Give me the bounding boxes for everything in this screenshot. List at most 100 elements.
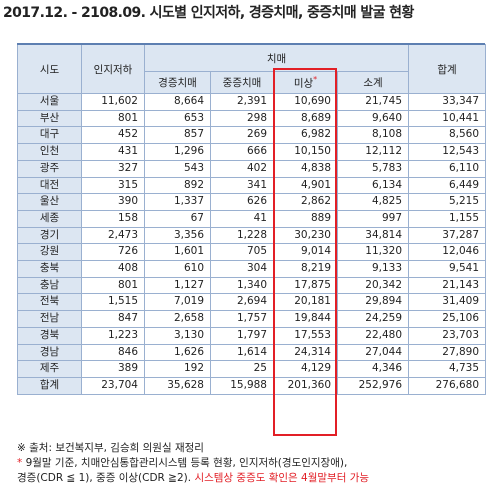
footnote-text-1: 9월말 기준, 치매안심통합관리시스템 등록 현황, 인지저하(경도인지장애),: [22, 457, 348, 469]
cell-total: 6,110: [408, 159, 487, 178]
cell-severe-dementia: 1,797: [210, 326, 274, 345]
cell-total: 5,215: [408, 193, 487, 211]
cell-cognitive-decline: 2,473: [81, 226, 145, 245]
dementia-stats-table: 시도 인지저하 치매 합계 경증치매 중증치매 미상* 소계 서울 11,602 8…: [17, 44, 487, 395]
cell-undetermined: 2,862: [273, 193, 338, 211]
cell-severe-dementia: 341: [210, 176, 274, 195]
cell-total: 9,541: [408, 260, 487, 278]
cell-subtotal: 11,320: [336, 243, 410, 262]
cell-cognitive-decline: 327: [81, 159, 145, 178]
cell-cognitive-decline: 1,515: [81, 293, 145, 312]
cell-undetermined: 10,690: [273, 93, 338, 111]
cell-total: 276,680: [408, 376, 487, 395]
cell-severe-dementia: 25: [210, 360, 274, 378]
cell-severe-dementia: 2,694: [210, 293, 274, 312]
cell-mild-dementia: 2,658: [144, 310, 211, 328]
cell-subtotal: 4,825: [336, 193, 410, 211]
cell-undetermined: 201,360: [273, 376, 338, 395]
cell-total: 21,143: [408, 276, 487, 295]
table-row: 전북 1,515 7,019 2,694 20,181 29,894 31,409: [17, 293, 487, 312]
cell-mild-dementia: 35,628: [144, 376, 211, 395]
cell-subtotal: 5,783: [336, 159, 410, 178]
table-row: 세종 158 67 41 889 997 1,155: [17, 209, 487, 228]
cell-undetermined: 10,150: [273, 143, 338, 161]
cell-cognitive-decline: 389: [81, 360, 145, 378]
cell-undetermined: 8,219: [273, 260, 338, 278]
cell-mild-dementia: 1,127: [144, 276, 211, 295]
cell-total: 27,890: [408, 343, 487, 362]
header-severe-dementia: 중증치매: [210, 71, 274, 94]
cell-undetermined: 17,553: [273, 326, 338, 345]
cell-region: 울산: [17, 193, 82, 211]
table-row: 경기 2,473 3,356 1,228 30,230 34,814 37,287: [17, 226, 487, 245]
cell-undetermined: 30,230: [273, 226, 338, 245]
cell-total: 31,409: [408, 293, 487, 312]
cell-region: 세종: [17, 209, 82, 228]
cell-subtotal: 20,342: [336, 276, 410, 295]
footnote-mark: *: [17, 457, 23, 469]
cell-mild-dementia: 3,130: [144, 326, 211, 345]
cell-mild-dementia: 543: [144, 159, 211, 178]
cell-cognitive-decline: 408: [81, 260, 145, 278]
cell-cognitive-decline: 23,704: [81, 376, 145, 395]
cell-total: 12,543: [408, 143, 487, 161]
cell-mild-dementia: 892: [144, 176, 211, 195]
cell-severe-dementia: 1,614: [210, 343, 274, 362]
table-row: 서울 11,602 8,664 2,391 10,690 21,745 33,347: [17, 93, 487, 111]
cell-undetermined: 8,689: [273, 109, 338, 128]
footnote-text-2a: 경증(CDR ≦ 1), 중증 이상(CDR ≧2).: [17, 472, 195, 484]
header-mild-dementia: 경증치매: [144, 71, 211, 94]
cell-cognitive-decline: 801: [81, 109, 145, 128]
cell-undetermined: 24,314: [273, 343, 338, 362]
cell-region: 서울: [17, 93, 82, 111]
cell-mild-dementia: 653: [144, 109, 211, 128]
cell-undetermined: 4,838: [273, 159, 338, 178]
cell-region: 광주: [17, 159, 82, 178]
cell-subtotal: 252,976: [336, 376, 410, 395]
cell-cognitive-decline: 452: [81, 126, 145, 145]
footnotes: ※ 출처: 보건복지부, 김승희 의원실 재정리 * 9월말 기준, 치매안심통…: [17, 441, 495, 486]
cell-mild-dementia: 7,019: [144, 293, 211, 312]
cell-region: 전남: [17, 310, 82, 328]
header-undetermined-label: 미상: [293, 77, 314, 90]
cell-subtotal: 34,814: [336, 226, 410, 245]
cell-severe-dementia: 2,391: [210, 93, 274, 111]
cell-severe-dementia: 626: [210, 193, 274, 211]
cell-undetermined: 889: [273, 209, 338, 228]
cell-undetermined: 19,844: [273, 310, 338, 328]
cell-subtotal: 6,134: [336, 176, 410, 195]
cell-region: 경북: [17, 326, 82, 345]
cell-subtotal: 8,108: [336, 126, 410, 145]
cell-region: 경기: [17, 226, 82, 245]
cell-subtotal: 9,133: [336, 260, 410, 278]
cell-severe-dementia: 298: [210, 109, 274, 128]
table-row: 대구 452 857 269 6,982 8,108 8,560: [17, 126, 487, 145]
dementia-stats-table-container: 시도 인지저하 치매 합계 경증치매 중증치매 미상* 소계 서울 11,602 8…: [17, 43, 487, 436]
cell-total: 6,449: [408, 176, 487, 195]
cell-severe-dementia: 402: [210, 159, 274, 178]
header-undetermined: 미상*: [273, 71, 338, 94]
cell-total: 23,703: [408, 326, 487, 345]
header-sido: 시도: [17, 44, 82, 94]
cell-subtotal: 997: [336, 209, 410, 228]
cell-subtotal: 12,112: [336, 143, 410, 161]
cell-severe-dementia: 1,757: [210, 310, 274, 328]
table-row: 충북 408 610 304 8,219 9,133 9,541: [17, 260, 487, 278]
cell-severe-dementia: 1,340: [210, 276, 274, 295]
cell-cognitive-decline: 1,223: [81, 326, 145, 345]
table-row: 충남 801 1,127 1,340 17,875 20,342 21,143: [17, 276, 487, 295]
table-row-total: 합계 23,704 35,628 15,988 201,360 252,976 276,68…: [17, 376, 487, 395]
cell-mild-dementia: 1,296: [144, 143, 211, 161]
cell-total: 37,287: [408, 226, 487, 245]
cell-total: 33,347: [408, 93, 487, 111]
cell-cognitive-decline: 801: [81, 276, 145, 295]
cell-cognitive-decline: 390: [81, 193, 145, 211]
cell-undetermined: 4,129: [273, 360, 338, 378]
cell-mild-dementia: 1,337: [144, 193, 211, 211]
cell-severe-dementia: 666: [210, 143, 274, 161]
cell-subtotal: 27,044: [336, 343, 410, 362]
cell-total: 25,106: [408, 310, 487, 328]
cell-region: 대전: [17, 176, 82, 195]
cell-undetermined: 9,014: [273, 243, 338, 262]
table-row: 강원 726 1,601 705 9,014 11,320 12,046: [17, 243, 487, 262]
